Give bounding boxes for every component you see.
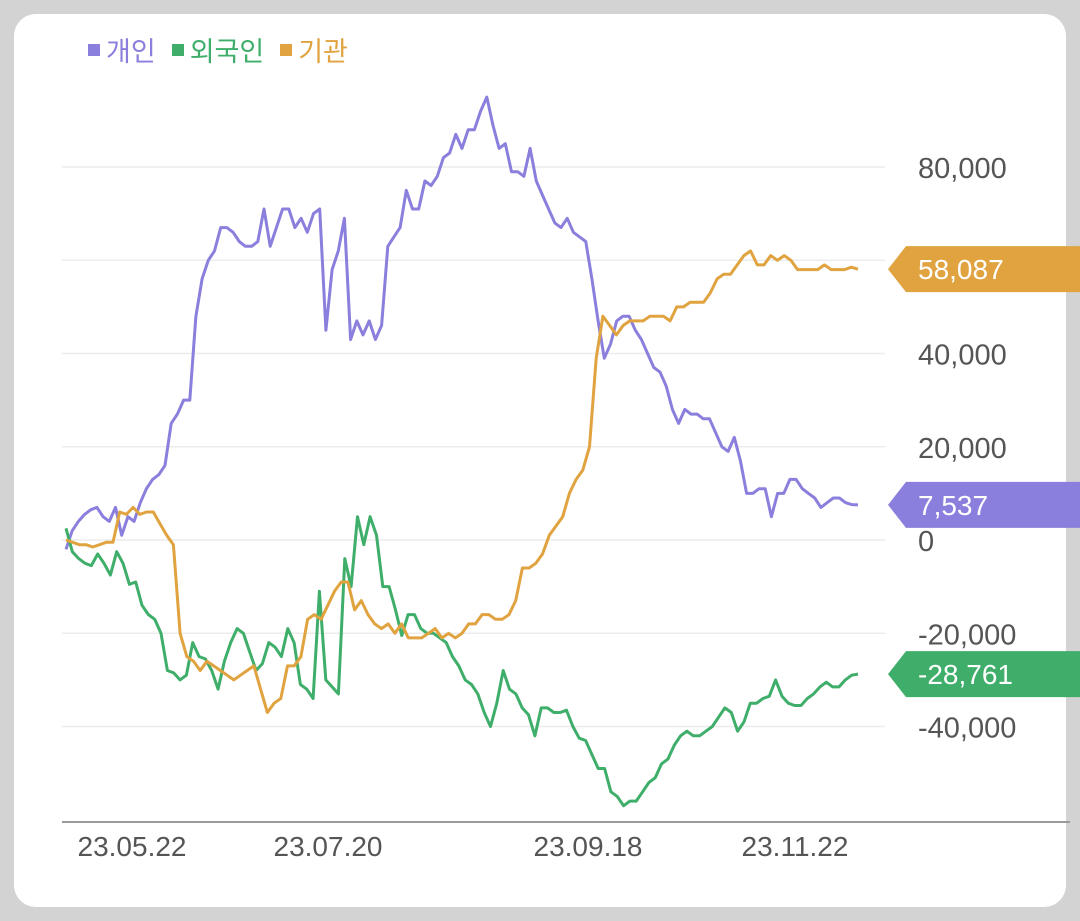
y-tick-label: 0 [918,526,934,558]
last-value-label-1: -28,761 [918,659,1013,690]
series-line-1 [64,515,859,808]
legend-item-foreigner: 외국인 [171,30,265,69]
last-value-badge-0 [888,481,1080,528]
last-value-badge-2 [888,246,1080,293]
series-line-2 [65,249,859,714]
last-value-label-2: 58,087 [918,254,1004,285]
x-tick-label: 23.07.20 [274,831,383,862]
legend: 개인 외국인 기관 [88,30,348,69]
chart-card [14,14,1066,907]
last-value-label-0: 7,537 [918,490,988,521]
series-line-0 [64,95,859,550]
legend-item-individual: 개인 [88,30,156,69]
x-tick-label: 23.11.22 [742,831,849,862]
last-value-badge-1 [888,651,1080,698]
legend-item-institution: 기관 [280,30,348,69]
y-tick-label: 80,000 [918,153,1007,185]
legend-label-institution: 기관 [298,37,348,68]
legend-label-foreigner: 외국인 [189,37,265,68]
x-tick-label: 23.05.22 [78,831,187,862]
x-tick-label: 23.09.18 [534,831,643,862]
legend-label-individual: 개인 [106,37,156,68]
y-tick-label: -20,000 [918,619,1016,651]
legend-swatch-institution [280,43,293,56]
legend-swatch-individual [88,43,100,56]
y-tick-label: 40,000 [918,340,1007,372]
legend-swatch-foreigner [171,43,184,56]
y-tick-label: 20,000 [918,433,1007,465]
y-tick-label: -40,000 [918,713,1016,745]
